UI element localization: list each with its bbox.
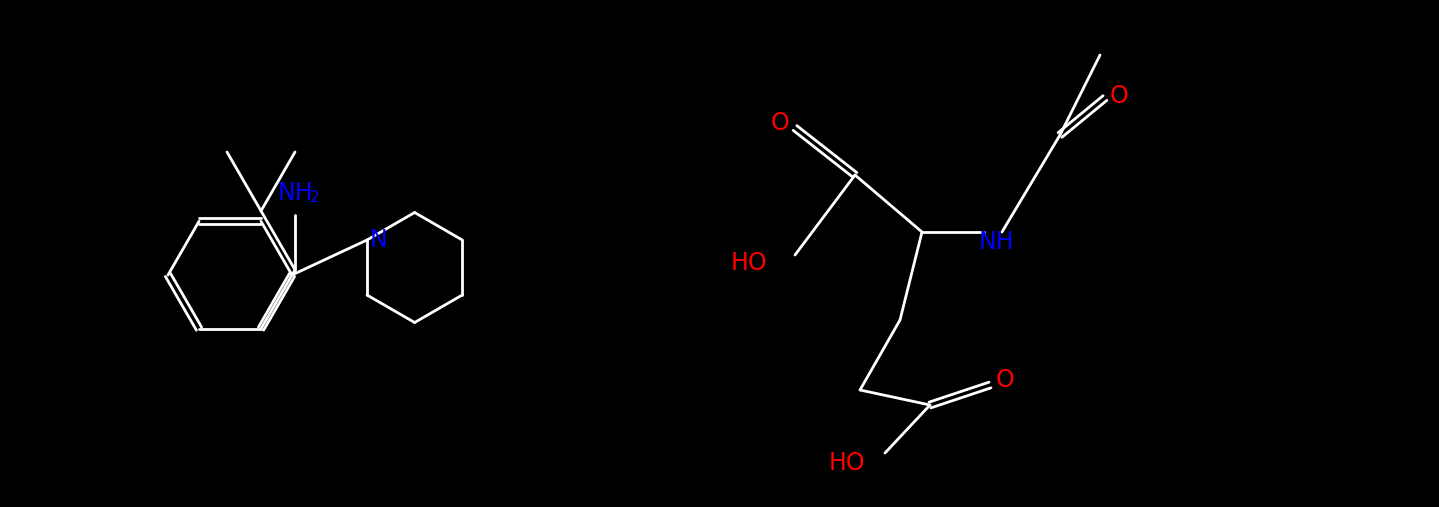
Text: N: N xyxy=(370,228,389,252)
Text: O: O xyxy=(996,368,1014,392)
Text: 2: 2 xyxy=(311,190,319,205)
Text: NH: NH xyxy=(278,181,312,205)
Text: O: O xyxy=(1109,84,1128,108)
Text: O: O xyxy=(771,111,790,135)
Text: NH: NH xyxy=(979,230,1014,254)
Text: HO: HO xyxy=(731,251,767,275)
Text: HO: HO xyxy=(829,451,865,475)
